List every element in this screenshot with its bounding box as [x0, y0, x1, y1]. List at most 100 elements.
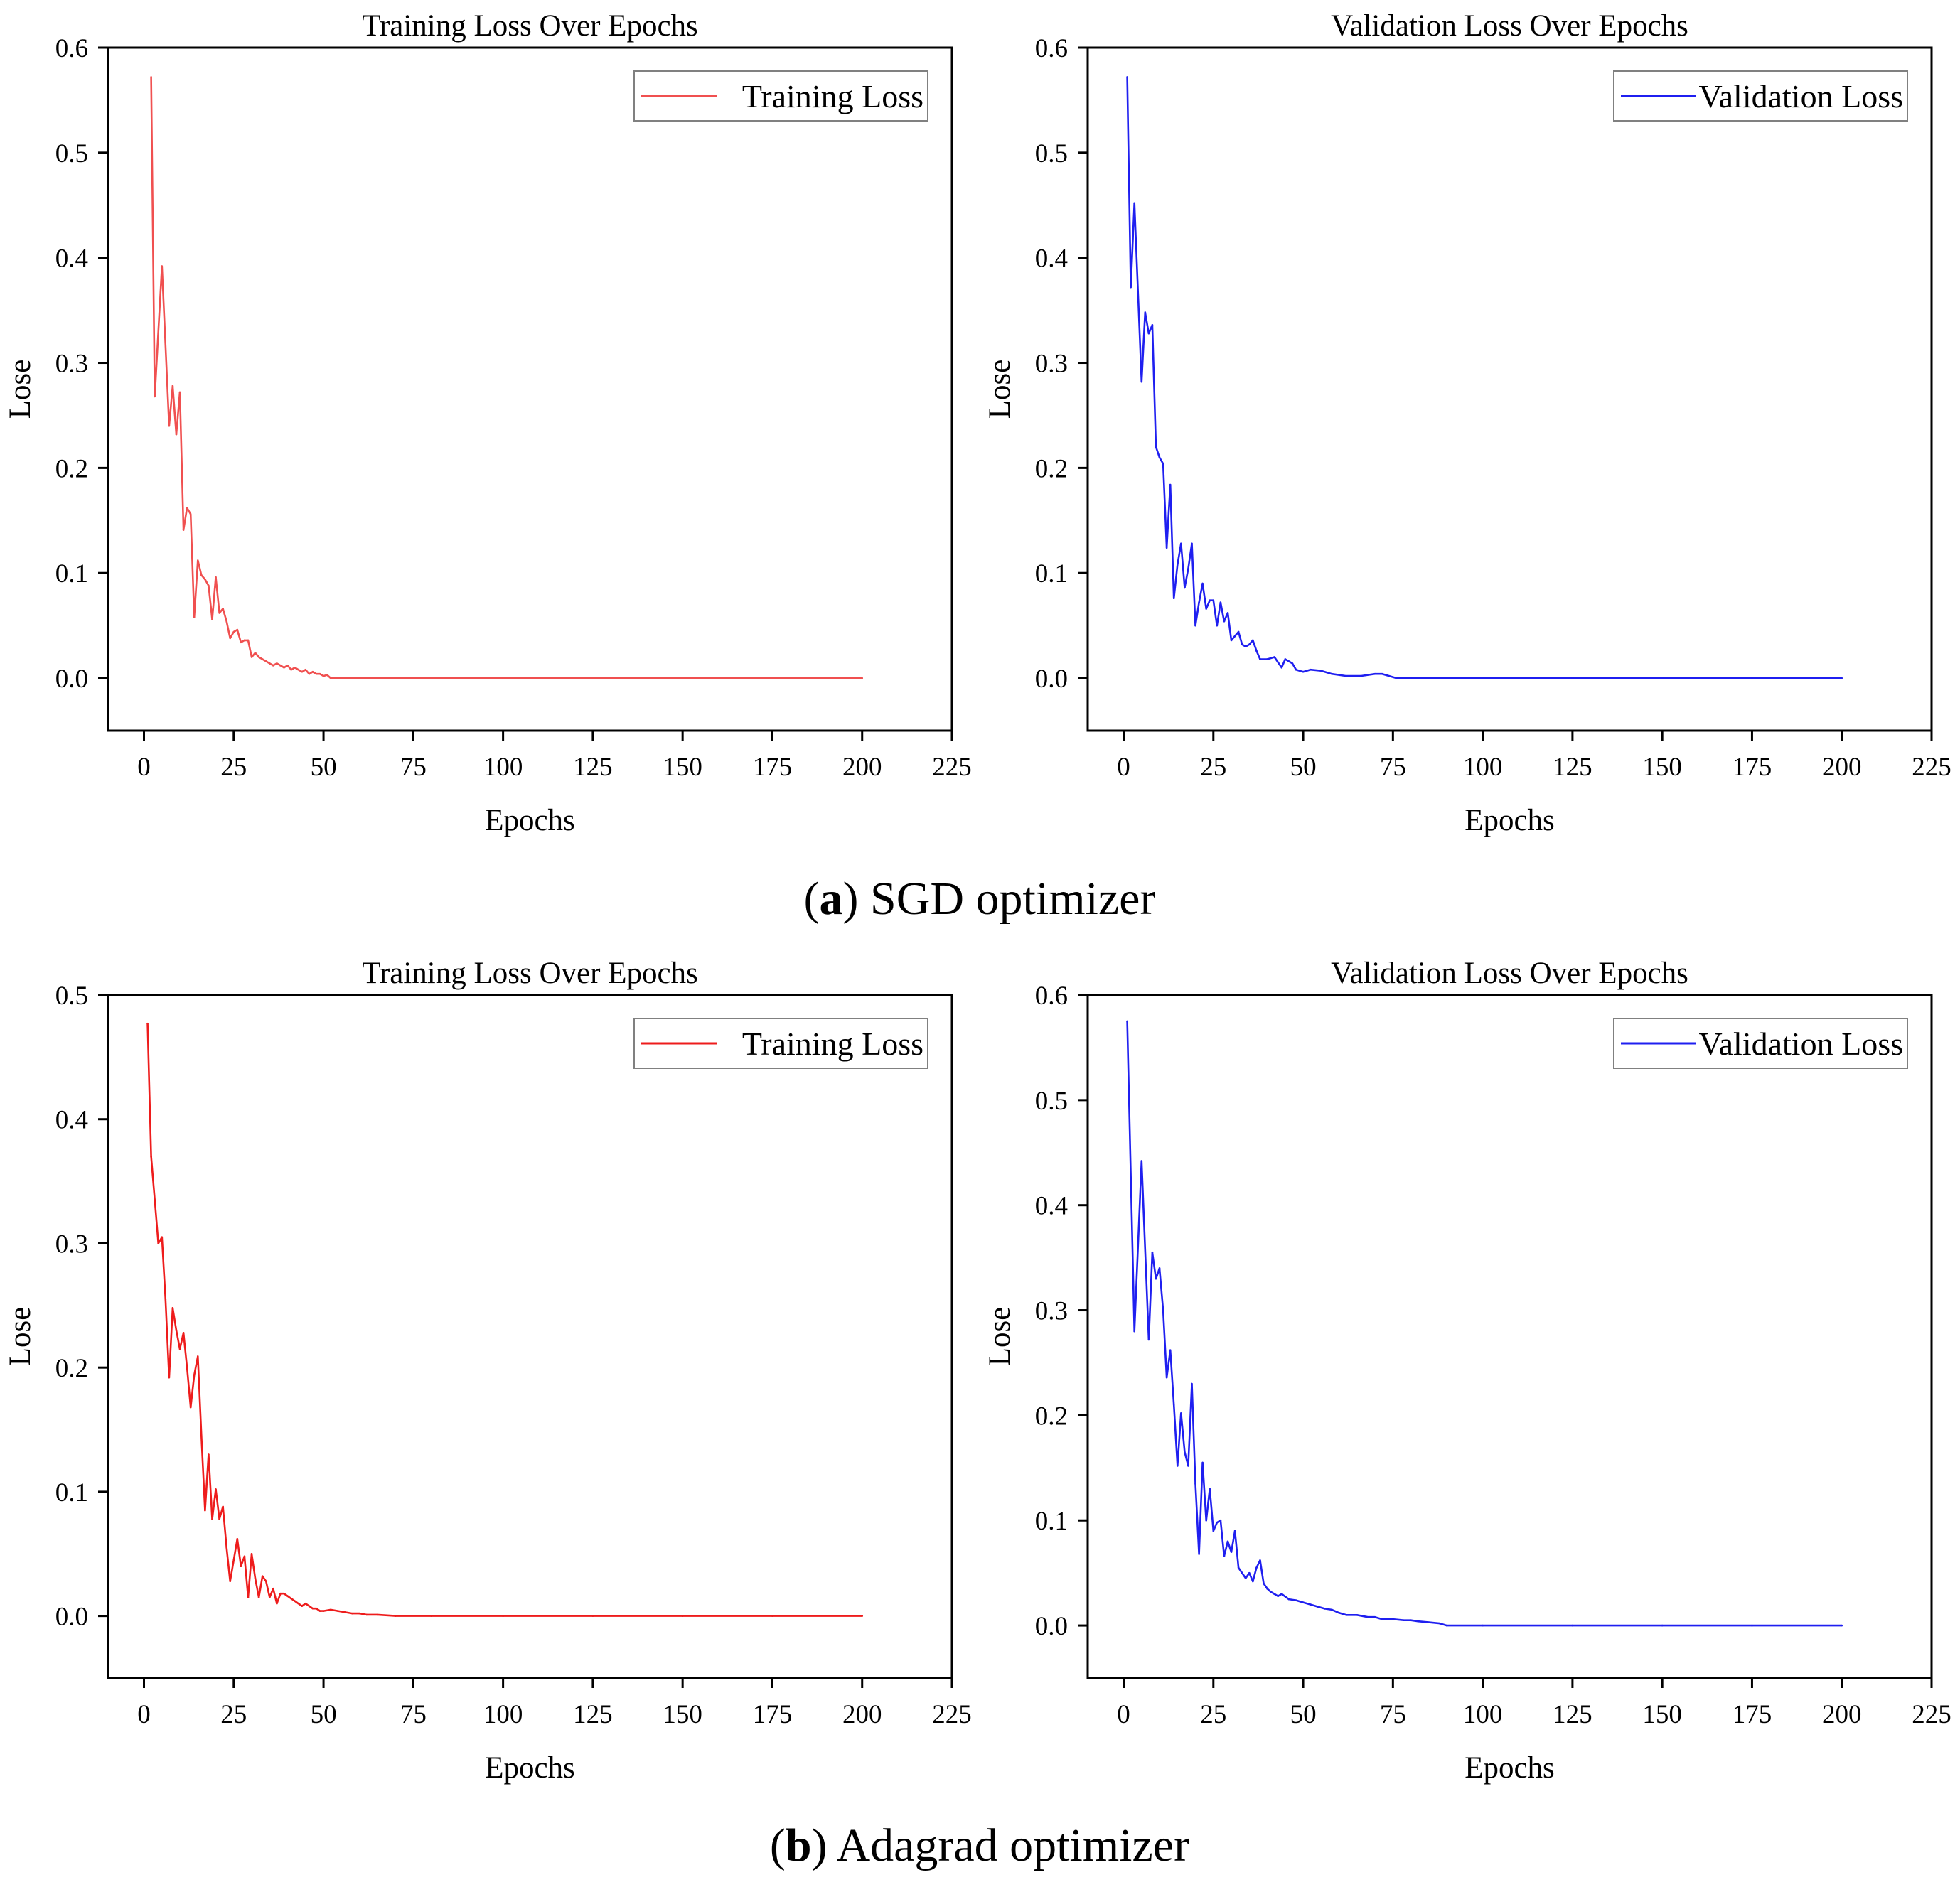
data-point [1172, 597, 1175, 600]
data-point [146, 1022, 149, 1025]
data-point [232, 1559, 235, 1561]
plot-frame [107, 994, 953, 1679]
data-point [1345, 674, 1347, 677]
data-point [229, 637, 232, 640]
x-tick-label: 0 [1117, 753, 1130, 782]
x-tick-label: 0 [137, 753, 151, 782]
data-point [1184, 1451, 1186, 1453]
data-point [1241, 1571, 1243, 1574]
data-point [157, 1242, 160, 1244]
data-point [208, 584, 210, 587]
data-point [329, 677, 332, 679]
data-point [1158, 1267, 1161, 1269]
x-tick-label: 75 [1380, 753, 1406, 782]
data-point [1266, 658, 1268, 660]
data-point [329, 1608, 332, 1611]
legend-label: Training Loss [742, 78, 923, 114]
data-point [186, 507, 188, 509]
data-point [204, 578, 206, 581]
data-point [1273, 656, 1275, 658]
x-tick-label: 150 [663, 753, 702, 782]
data-point [1438, 1622, 1441, 1625]
data-point [211, 618, 213, 620]
data-point [236, 1538, 239, 1540]
data-point [1661, 677, 1664, 679]
data-point [1230, 639, 1233, 642]
data-point [394, 1615, 397, 1617]
x-axis-title: Epochs [485, 1751, 575, 1785]
data-point [1233, 635, 1236, 638]
caption-b: (b) Adagrad optimizer [770, 1819, 1189, 1871]
data-point [1201, 582, 1204, 585]
data-point [171, 385, 174, 387]
data-point [154, 1199, 156, 1201]
x-tick-label: 0 [137, 1700, 151, 1729]
data-point [1176, 564, 1179, 566]
data-point [376, 1613, 379, 1616]
series-line-0 [150, 77, 862, 679]
data-point [1140, 380, 1143, 383]
data-point [264, 660, 267, 662]
data-point [254, 652, 257, 654]
data-point [1266, 1588, 1268, 1590]
data-point [1338, 1612, 1340, 1614]
data-point [1331, 1608, 1333, 1611]
y-tick-label: 0.3 [55, 350, 88, 379]
data-point [1126, 76, 1128, 78]
y-tick-label: 0.0 [1035, 1612, 1068, 1641]
x-tick-label: 125 [573, 1700, 613, 1729]
data-point [1252, 1580, 1254, 1583]
data-point [1223, 1555, 1226, 1557]
data-point [861, 1615, 864, 1617]
data-point [318, 672, 321, 675]
x-tick-label: 50 [311, 753, 337, 782]
data-point [218, 1518, 220, 1520]
data-point [261, 658, 264, 660]
data-point [1259, 1559, 1261, 1561]
data-point [315, 1607, 318, 1610]
data-point [1482, 1624, 1484, 1627]
data-point [182, 529, 185, 531]
data-point [225, 1547, 227, 1549]
x-tick-label: 225 [932, 753, 972, 782]
data-point [365, 1613, 368, 1616]
data-point [336, 1610, 339, 1612]
data-point [243, 1555, 246, 1558]
caption-a: (a) SGD optimizer [804, 873, 1156, 925]
x-tick-label: 50 [311, 1700, 337, 1729]
x-tick-label: 100 [1463, 753, 1503, 782]
y-tick-label: 0.2 [55, 454, 88, 483]
data-point [229, 1580, 232, 1583]
data-point [1751, 1624, 1753, 1627]
x-tick-label: 175 [753, 753, 793, 782]
data-point [1130, 286, 1132, 289]
chart-title: Training Loss Over Epochs [362, 9, 698, 43]
data-point [232, 630, 235, 633]
data-point [326, 674, 328, 676]
x-tick-label: 125 [573, 753, 613, 782]
x-tick-label: 125 [1553, 1700, 1592, 1729]
data-point [344, 1611, 346, 1613]
data-point [236, 628, 239, 631]
data-point [1165, 547, 1168, 549]
data-point [1410, 677, 1412, 679]
data-point [1320, 670, 1322, 672]
data-point [1244, 645, 1247, 648]
x-tick-label: 200 [842, 753, 882, 782]
data-point [250, 1552, 253, 1555]
y-tick-label: 0.6 [1035, 982, 1068, 1011]
data-point [257, 1596, 260, 1598]
y-tick-label: 0.4 [55, 1106, 88, 1135]
data-point [294, 1600, 296, 1602]
data-point [283, 1592, 285, 1595]
data-point [286, 665, 289, 667]
data-point [294, 666, 296, 669]
data-point [175, 1329, 178, 1332]
series-line-0 [1126, 1021, 1842, 1627]
data-point [290, 668, 292, 671]
y-tick-label: 0.2 [1035, 1402, 1068, 1431]
legend-label: Training Loss [742, 1026, 923, 1062]
data-point [1263, 1582, 1265, 1585]
data-point [1302, 670, 1305, 673]
data-point [276, 1602, 278, 1605]
